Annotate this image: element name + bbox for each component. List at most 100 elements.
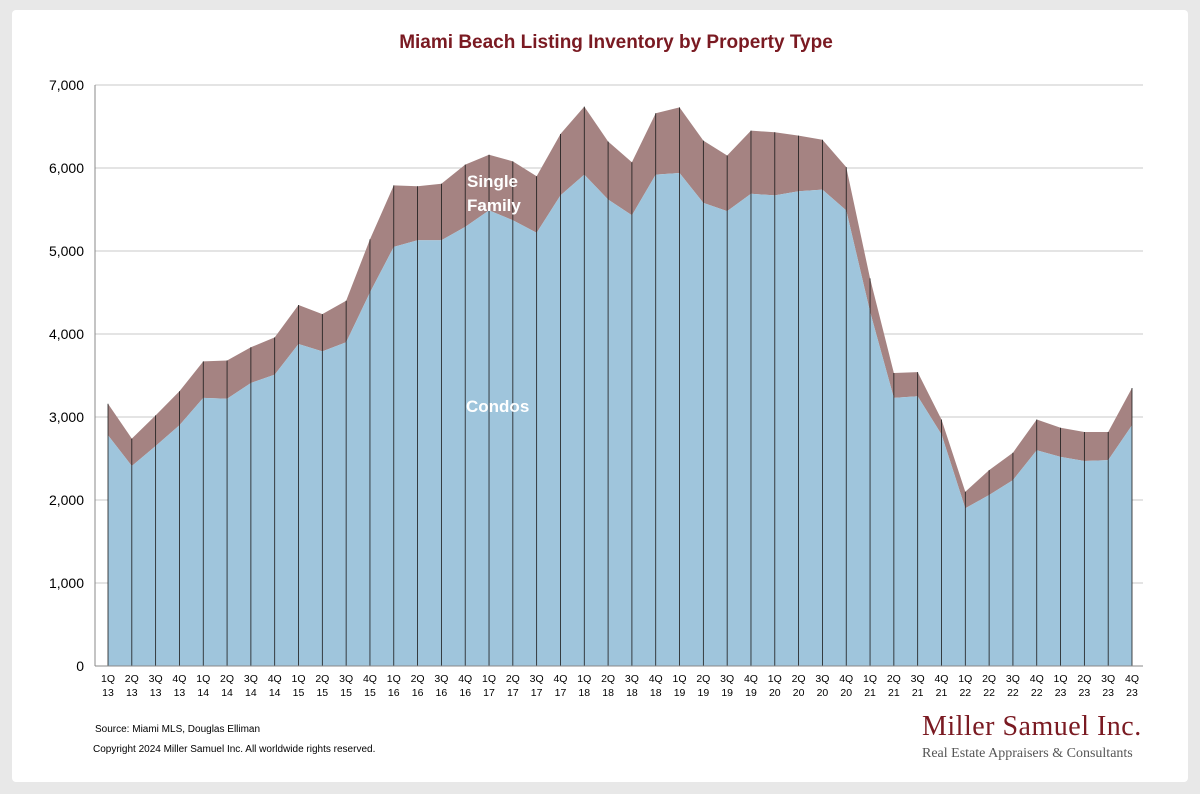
y-tick-label: 6,000 — [49, 160, 84, 176]
x-tick-label: 20 — [793, 687, 805, 699]
x-tick-label: 4Q — [268, 673, 282, 685]
x-tick-label: 18 — [626, 687, 638, 699]
x-tick-label: 23 — [1055, 687, 1067, 699]
x-tick-label: 3Q — [339, 673, 353, 685]
x-tick-label: 15 — [364, 687, 376, 699]
x-tick-label: 3Q — [1006, 673, 1020, 685]
x-tick-label: 3Q — [530, 673, 544, 685]
x-tick-label: 3Q — [720, 673, 734, 685]
x-tick-label: 2Q — [1077, 673, 1091, 685]
x-tick-label: 19 — [745, 687, 757, 699]
x-tick-label: 14 — [221, 687, 233, 699]
x-tick-label: 22 — [983, 687, 995, 699]
x-tick-label: 4Q — [1125, 673, 1139, 685]
x-tick-label: 15 — [316, 687, 328, 699]
x-tick-label: 17 — [555, 687, 567, 699]
x-tick-label: 14 — [269, 687, 281, 699]
x-tick-label: 2Q — [792, 673, 806, 685]
x-tick-label: 4Q — [839, 673, 853, 685]
x-tick-label: 1Q — [387, 673, 401, 685]
x-tick-label: 19 — [721, 687, 733, 699]
x-tick-label: 19 — [698, 687, 710, 699]
series-label-condos: Condos — [466, 397, 529, 416]
x-tick-label: 16 — [459, 687, 471, 699]
x-tick-label: 19 — [674, 687, 686, 699]
x-tick-label: 4Q — [458, 673, 472, 685]
x-tick-label: 1Q — [482, 673, 496, 685]
x-tick-label: 2Q — [696, 673, 710, 685]
x-tick-label: 3Q — [815, 673, 829, 685]
x-tick-label: 2Q — [887, 673, 901, 685]
series-label-single-family-line1: Single — [467, 172, 518, 191]
x-tick-label: 21 — [912, 687, 924, 699]
x-tick-label: 4Q — [172, 673, 186, 685]
x-tick-label: 1Q — [863, 673, 877, 685]
x-tick-label: 1Q — [196, 673, 210, 685]
x-tick-label: 2Q — [315, 673, 329, 685]
x-tick-label: 1Q — [673, 673, 687, 685]
chart-title: Miami Beach Listing Inventory by Propert… — [399, 32, 833, 53]
x-tick-label: 1Q — [101, 673, 115, 685]
x-tick-label: 2Q — [411, 673, 425, 685]
series-label-single-family-line2: Family — [467, 196, 521, 215]
x-tick-label: 1Q — [577, 673, 591, 685]
area-condos — [108, 172, 1132, 667]
x-tick-label: 2Q — [125, 673, 139, 685]
x-tick-label: 2Q — [982, 673, 996, 685]
x-tick-label: 13 — [150, 687, 162, 699]
brand-tagline: Real Estate Appraisers & Consultants — [922, 746, 1133, 761]
x-tick-label: 16 — [388, 687, 400, 699]
x-tick-label: 23 — [1102, 687, 1114, 699]
y-tick-label: 0 — [76, 658, 84, 674]
series-labels: Single Family Condos — [466, 172, 529, 416]
x-tick-label: 18 — [650, 687, 662, 699]
source-note: Source: Miami MLS, Douglas Elliman — [95, 724, 261, 735]
x-tick-label: 18 — [578, 687, 590, 699]
x-tick-label: 4Q — [363, 673, 377, 685]
x-tick-label: 13 — [102, 687, 114, 699]
x-tick-label: 2Q — [601, 673, 615, 685]
x-tick-label: 2Q — [506, 673, 520, 685]
x-tick-label: 4Q — [649, 673, 663, 685]
y-tick-label: 3,000 — [49, 409, 84, 425]
y-tick-label: 2,000 — [49, 492, 84, 508]
y-tick-label: 7,000 — [49, 77, 84, 93]
x-tick-label: 4Q — [553, 673, 567, 685]
x-tick-label: 1Q — [768, 673, 782, 685]
x-tick-label: 15 — [340, 687, 352, 699]
x-tick-label: 14 — [197, 687, 209, 699]
x-tick-label: 17 — [531, 687, 543, 699]
x-tick-label: 22 — [1031, 687, 1043, 699]
x-tick-label: 21 — [936, 687, 948, 699]
x-tick-label: 16 — [412, 687, 424, 699]
x-tick-label: 17 — [507, 687, 519, 699]
x-tick-label: 14 — [245, 687, 257, 699]
copyright-note: Copyright 2024 Miller Samuel Inc. All wo… — [93, 744, 376, 755]
y-tick-label: 1,000 — [49, 575, 84, 591]
x-tick-label: 3Q — [244, 673, 258, 685]
x-tick-label: 23 — [1126, 687, 1138, 699]
y-tick-label: 4,000 — [49, 326, 84, 342]
x-tick-label: 2Q — [220, 673, 234, 685]
x-tick-label: 20 — [769, 687, 781, 699]
x-tick-label: 21 — [864, 687, 876, 699]
x-tick-label: 17 — [483, 687, 495, 699]
x-tick-label: 16 — [436, 687, 448, 699]
quarter-dividers — [107, 106, 1133, 666]
axes: 0 1,000 2,000 3,000 4,000 5,000 6,000 7,000 1Q 13… — [49, 77, 1143, 699]
y-tick-label: 5,000 — [49, 243, 84, 259]
x-tick-label: 3Q — [911, 673, 925, 685]
x-tick-label: 15 — [293, 687, 305, 699]
x-tick-label: 22 — [1007, 687, 1019, 699]
area-layer — [108, 106, 1132, 667]
x-tick-label: 4Q — [934, 673, 948, 685]
x-tick-label: 20 — [840, 687, 852, 699]
x-tick-label: 3Q — [434, 673, 448, 685]
x-tick-label: 3Q — [625, 673, 639, 685]
x-tick-label: 21 — [888, 687, 900, 699]
x-tick-label: 3Q — [1101, 673, 1115, 685]
x-tick-label: 1Q — [1054, 673, 1068, 685]
x-tick-label: 1Q — [292, 673, 306, 685]
brand-logo-name: Miller Samuel Inc. — [922, 711, 1142, 742]
